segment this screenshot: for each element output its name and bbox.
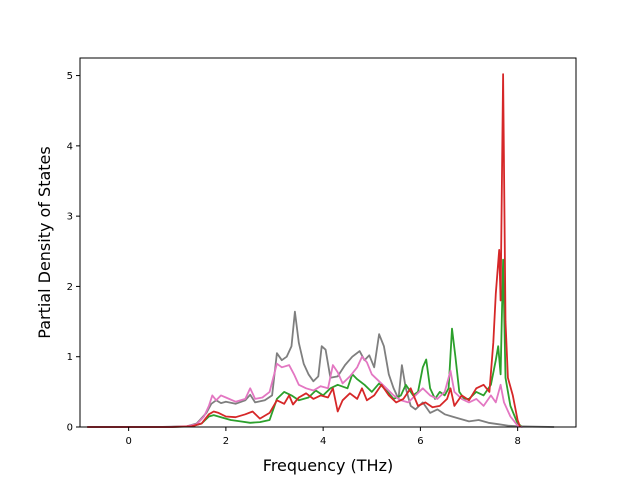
y-tick-label: 5 <box>67 71 73 82</box>
x-tick-label: 4 <box>320 436 326 447</box>
x-tick-label: 6 <box>417 436 423 447</box>
tick-layer: 0 2 4 6 8 0 1 2 3 4 5 <box>67 71 521 447</box>
y-tick-label: 3 <box>67 212 73 223</box>
series-layer <box>87 73 555 428</box>
y-tick-label: 0 <box>67 423 73 434</box>
x-tick-label: 2 <box>223 436 229 447</box>
y-tick-label: 1 <box>67 352 73 363</box>
series-line-1 <box>87 310 555 428</box>
y-tick-label: 4 <box>67 141 73 152</box>
x-axis-label: Frequency (THz) <box>263 456 393 475</box>
y-axis-label: Partial Density of States <box>35 146 54 338</box>
plot-frame <box>79 57 577 428</box>
x-tick-label: 8 <box>514 436 520 447</box>
series-line-3 <box>87 355 523 428</box>
x-tick-label: 0 <box>125 436 131 447</box>
y-tick-label: 2 <box>67 282 73 293</box>
series-line-4 <box>87 73 521 428</box>
series-line-2 <box>87 258 524 428</box>
